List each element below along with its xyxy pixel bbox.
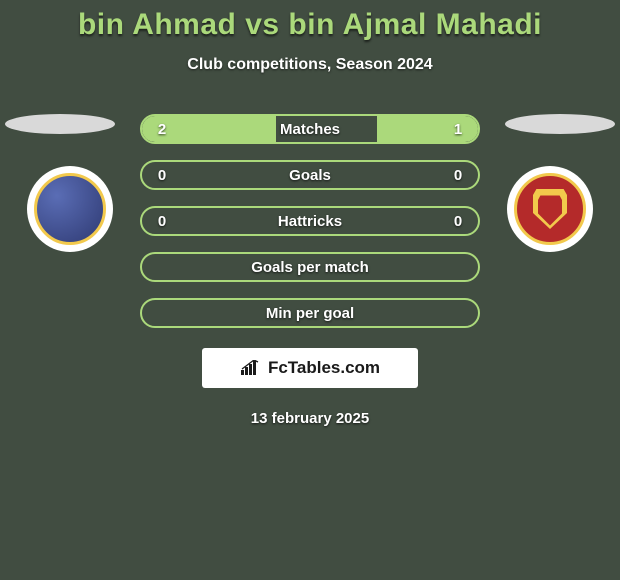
- stats-rows: 2 Matches 1 0 Goals 0 0 Hattricks 0 Goal…: [140, 114, 480, 328]
- club-crest-right-badge: [514, 173, 586, 245]
- page-subtitle: Club competitions, Season 2024: [0, 56, 620, 74]
- club-crest-left-badge: [34, 173, 106, 245]
- stat-label: Matches: [182, 121, 438, 138]
- page-title: bin Ahmad vs bin Ajmal Mahadi: [0, 8, 620, 42]
- stat-row-goals-per-match: Goals per match: [140, 252, 480, 282]
- stat-value-left: 0: [142, 167, 182, 184]
- stat-row-hattricks: 0 Hattricks 0: [140, 206, 480, 236]
- stat-value-left: 0: [142, 213, 182, 230]
- comparison-body: 2 Matches 1 0 Goals 0 0 Hattricks 0 Goal…: [0, 114, 620, 427]
- comparison-card: bin Ahmad vs bin Ajmal Mahadi Club compe…: [0, 0, 620, 427]
- bar-chart-icon: [240, 360, 262, 376]
- club-crest-left[interactable]: [27, 166, 113, 252]
- stat-row-matches: 2 Matches 1: [140, 114, 480, 144]
- stat-label: Goals: [182, 167, 438, 184]
- brand-link[interactable]: FcTables.com: [202, 348, 418, 388]
- stat-value-right: 0: [438, 213, 478, 230]
- stat-row-goals: 0 Goals 0: [140, 160, 480, 190]
- date-label: 13 february 2025: [0, 410, 620, 427]
- brand-text: FcTables.com: [268, 358, 380, 378]
- club-crest-right[interactable]: [507, 166, 593, 252]
- player-photo-placeholder-right: [505, 114, 615, 134]
- stat-value-right: 1: [438, 121, 478, 138]
- stat-label: Goals per match: [182, 259, 438, 276]
- stat-label: Hattricks: [182, 213, 438, 230]
- stat-value-left: 2: [142, 121, 182, 138]
- player-photo-placeholder-left: [5, 114, 115, 134]
- stat-value-right: 0: [438, 167, 478, 184]
- stat-row-min-per-goal: Min per goal: [140, 298, 480, 328]
- stat-label: Min per goal: [182, 305, 438, 322]
